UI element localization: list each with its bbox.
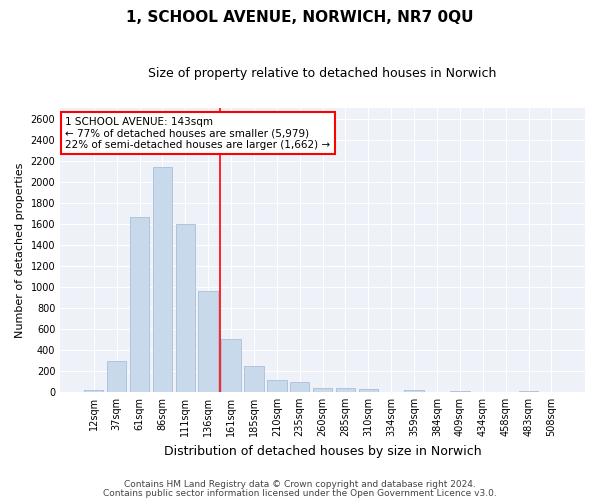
Bar: [199, 291, 218, 392]
X-axis label: Distribution of detached houses by size in Norwich: Distribution of detached houses by size …: [164, 444, 481, 458]
Bar: [176, 224, 195, 392]
Bar: [404, 390, 424, 392]
Title: Size of property relative to detached houses in Norwich: Size of property relative to detached ho…: [148, 68, 497, 80]
Bar: [450, 391, 470, 392]
Bar: [221, 340, 241, 392]
Bar: [84, 390, 103, 392]
Bar: [130, 218, 149, 392]
Text: 1 SCHOOL AVENUE: 143sqm
← 77% of detached houses are smaller (5,979)
22% of semi: 1 SCHOOL AVENUE: 143sqm ← 77% of detache…: [65, 116, 331, 150]
Bar: [244, 366, 263, 392]
Bar: [107, 362, 127, 392]
Bar: [290, 382, 310, 392]
Text: 1, SCHOOL AVENUE, NORWICH, NR7 0QU: 1, SCHOOL AVENUE, NORWICH, NR7 0QU: [126, 10, 474, 25]
Text: Contains public sector information licensed under the Open Government Licence v3: Contains public sector information licen…: [103, 488, 497, 498]
Bar: [336, 388, 355, 392]
Text: Contains HM Land Registry data © Crown copyright and database right 2024.: Contains HM Land Registry data © Crown c…: [124, 480, 476, 489]
Bar: [313, 388, 332, 392]
Y-axis label: Number of detached properties: Number of detached properties: [15, 162, 25, 338]
Bar: [267, 380, 287, 392]
Bar: [359, 390, 378, 392]
Bar: [519, 391, 538, 392]
Bar: [152, 167, 172, 392]
